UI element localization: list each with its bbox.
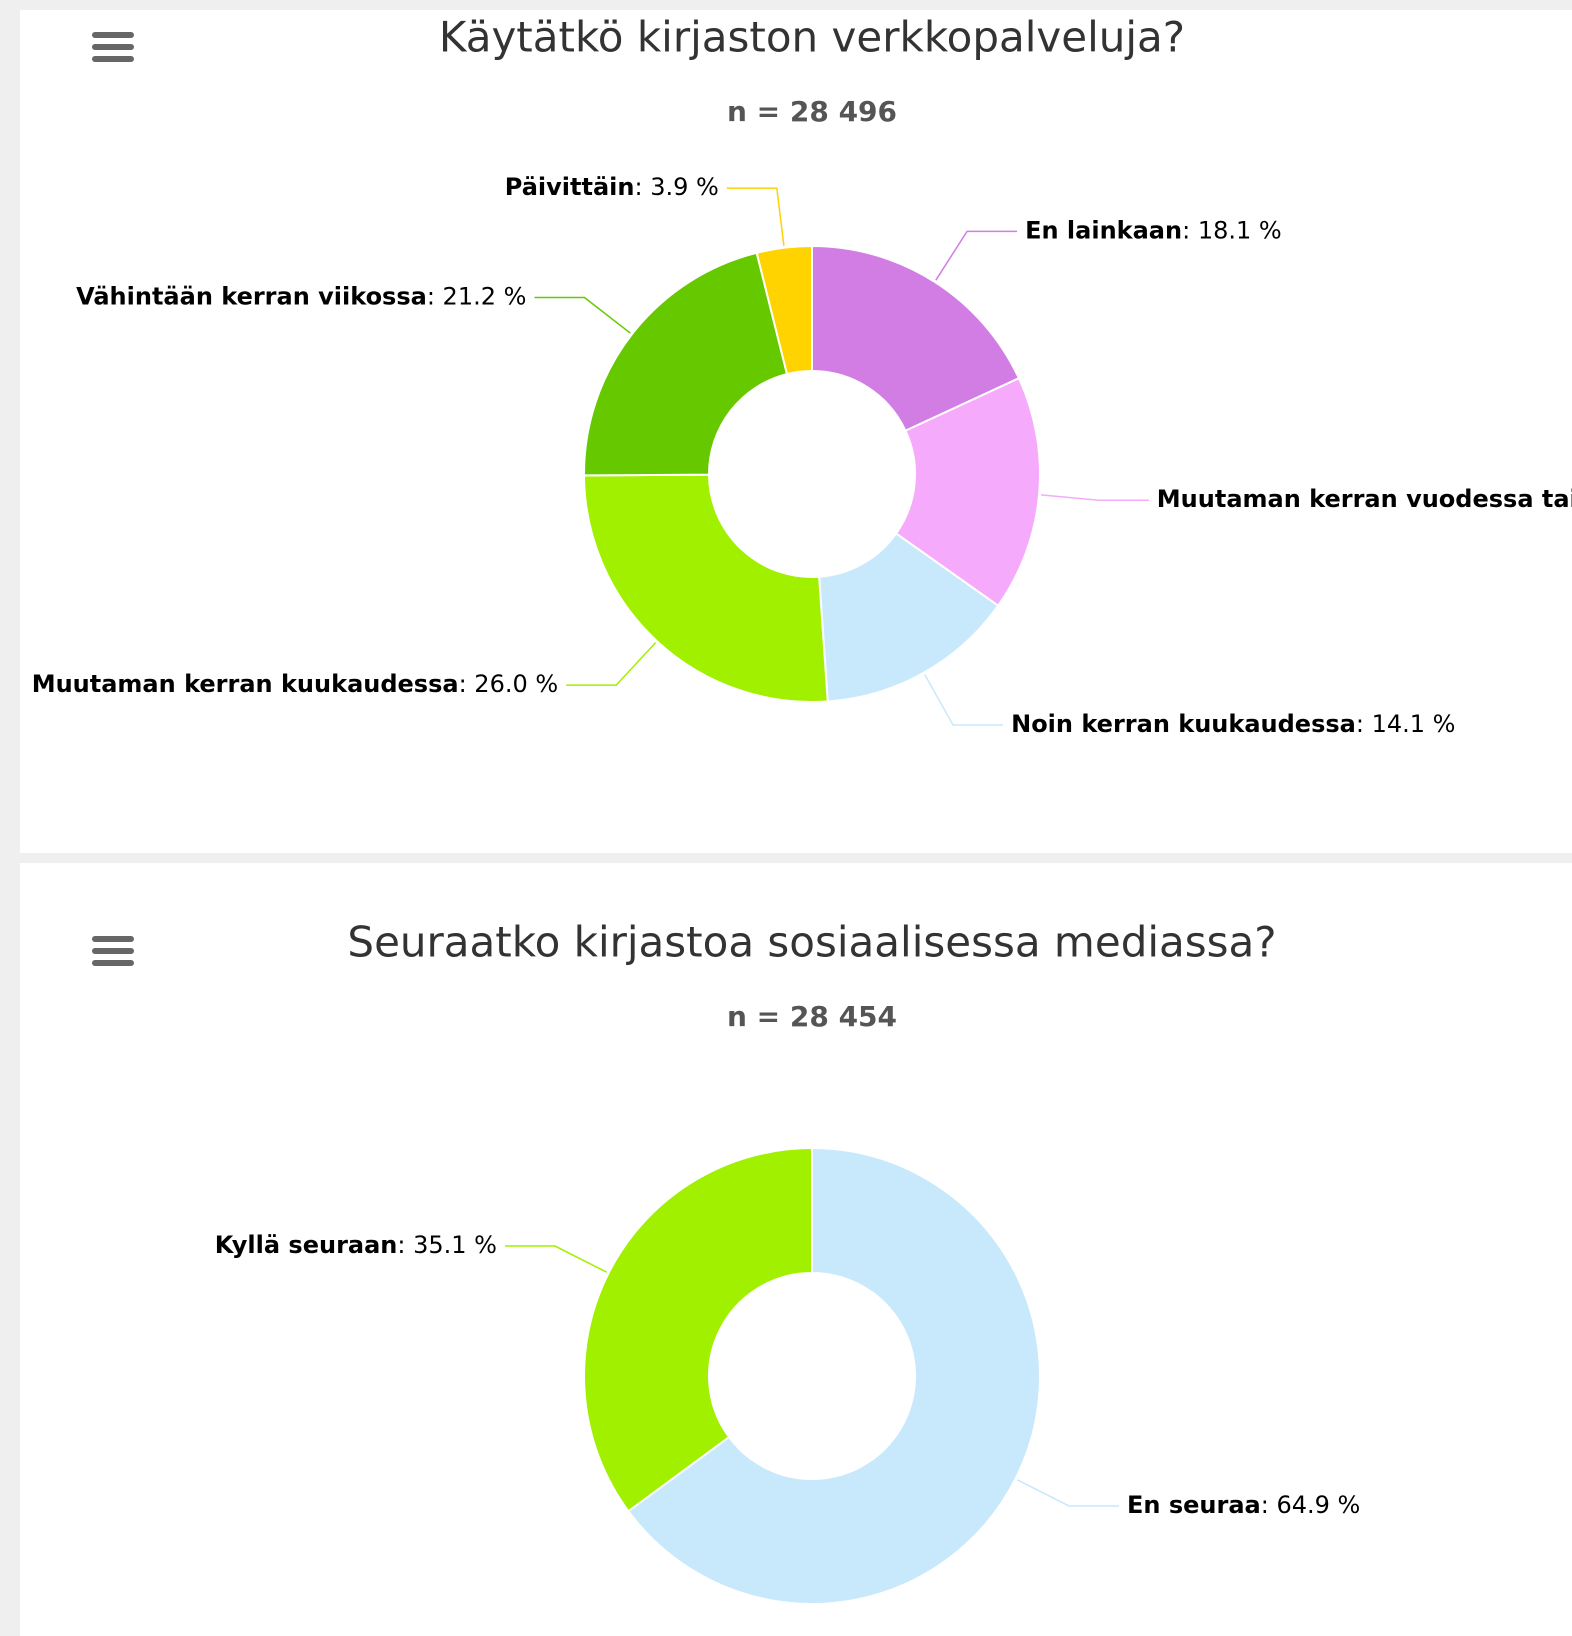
chart-subtitle: n = 28 496 — [727, 95, 897, 128]
data-label: Muutaman kerran kuukaudessa: 26.0 % — [32, 670, 558, 698]
slice — [811, 244, 1021, 433]
connector — [726, 187, 785, 246]
slice — [818, 532, 1000, 703]
label-name: En seuraa — [1127, 1491, 1261, 1519]
label-value: 14.1 % — [1372, 710, 1456, 738]
data-label: Kyllä seuraan: 35.1 % — [215, 1231, 497, 1259]
label-name: Noin kerran kuukaudessa — [1011, 710, 1356, 738]
connector — [935, 230, 1018, 281]
data-label: Vähintään kerran viikossa: 21.2 % — [76, 282, 526, 310]
slice — [755, 244, 813, 376]
connector — [504, 1245, 608, 1273]
label-value: 35.1 % — [413, 1231, 497, 1259]
label-sep: : — [1261, 1491, 1277, 1519]
data-label: Päivittäin: 3.9 % — [505, 173, 719, 201]
label-name: Muutaman kerran kuukaudessa — [32, 670, 459, 698]
label-name: Kyllä seuraan — [215, 1231, 398, 1259]
label-value: 18.1 % — [1198, 216, 1282, 244]
slice — [583, 1146, 813, 1513]
menu-button[interactable] — [92, 936, 134, 966]
label-value: 64.9 % — [1276, 1491, 1360, 1519]
connector — [566, 642, 657, 686]
label-sep: : — [397, 1231, 413, 1259]
label-sep: : — [459, 670, 475, 698]
menu-button[interactable] — [92, 32, 134, 62]
connector — [534, 296, 631, 334]
connector — [1016, 1479, 1120, 1507]
slice — [583, 251, 789, 477]
label-value: 3.9 % — [650, 173, 719, 201]
chart-subtitle: n = 28 454 — [727, 1000, 897, 1033]
chart-title: Käytätkö kirjaston verkkopalveluja? — [439, 13, 1185, 62]
connector — [924, 674, 1004, 726]
label-name: Päivittäin — [505, 173, 635, 201]
label-name: Vähintään kerran viikossa — [76, 282, 427, 310]
label-sep: : — [634, 173, 650, 201]
label-value: 21.2 % — [443, 282, 527, 310]
slice — [626, 1146, 1041, 1605]
slice — [582, 473, 829, 703]
label-value: 26.0 % — [474, 670, 558, 698]
label-sep: : — [1356, 710, 1372, 738]
chart-title: Seuraatko kirjastoa sosiaalisessa medias… — [347, 918, 1276, 967]
label-name: Muutaman kerran vuodessa tai — [1157, 485, 1572, 513]
label-sep: : — [1182, 216, 1198, 244]
label-name: En lainkaan — [1025, 216, 1182, 244]
card — [20, 10, 1572, 853]
data-label: En lainkaan: 18.1 % — [1025, 216, 1282, 244]
data-label: Noin kerran kuukaudessa: 14.1 % — [1011, 710, 1455, 738]
data-label: En seuraa: 64.9 % — [1127, 1491, 1360, 1519]
slice — [894, 376, 1041, 608]
label-sep: : — [427, 282, 443, 310]
connector — [1040, 494, 1149, 501]
data-label: Muutaman kerran vuodessa tai — [1157, 485, 1572, 513]
